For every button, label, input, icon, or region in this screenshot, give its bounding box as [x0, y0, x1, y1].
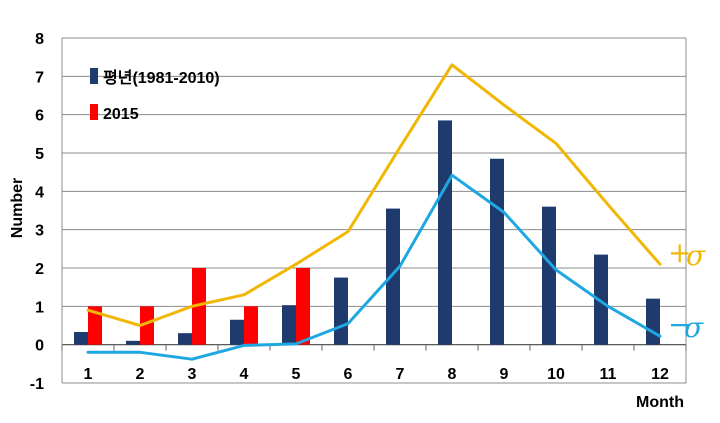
bar-normal	[334, 277, 348, 345]
minus-sign: −	[668, 308, 691, 341]
bar-normal	[646, 298, 660, 345]
bar-normal	[282, 305, 296, 345]
bar-normal	[542, 206, 556, 345]
bar-normal	[490, 158, 504, 345]
y-tick-label: 2	[35, 261, 44, 278]
legend-label-normal: 평년(1981-2010)	[103, 68, 220, 87]
x-tick-labels: 1 2 3 4 5 6 7 8 9 10 11 12	[84, 366, 669, 383]
y-tick-label: 0	[35, 338, 44, 355]
minus-sigma-annotation: − σ	[668, 308, 704, 344]
y-tick-labels: -1 0 1 2 3 4 5 6 7 8	[30, 31, 44, 393]
y-tick-label: 8	[35, 31, 44, 48]
plus-sigma-symbol: σ	[686, 239, 706, 272]
bar-2015	[192, 268, 206, 345]
x-tick-label: 9	[500, 366, 509, 383]
y-tick-label: 3	[35, 223, 44, 240]
x-axis-title: Month	[636, 394, 684, 411]
bar-normal	[438, 120, 452, 345]
bar-2015	[244, 306, 258, 345]
bar-normal	[178, 333, 192, 345]
y-axis-title: Number	[9, 178, 26, 238]
bar-2015	[88, 306, 102, 345]
y-tick-label: 5	[35, 146, 44, 163]
bar-normal	[386, 208, 400, 345]
bar-normal	[74, 332, 88, 345]
bars	[74, 120, 660, 345]
legend-swatch-2015	[90, 104, 98, 120]
y-tick-label: 1	[35, 299, 44, 316]
bar-2015	[296, 268, 310, 345]
lines	[86, 63, 662, 361]
x-tick-label: 5	[292, 366, 301, 383]
legend-label-2015: 2015	[103, 106, 139, 123]
x-tick-label: 2	[136, 366, 145, 383]
y-tick-label: -1	[30, 376, 44, 393]
x-tick-label: 6	[344, 366, 353, 383]
line-minus-sigma	[86, 173, 662, 361]
y-tick-label: 7	[35, 69, 44, 86]
x-tick-label: 1	[84, 366, 93, 383]
x-tick-label: 10	[547, 366, 565, 383]
bar-normal	[230, 319, 244, 345]
y-tick-label: 6	[35, 108, 44, 125]
plus-sign: +	[668, 236, 691, 269]
x-tick-label: 3	[188, 366, 197, 383]
line-plus-sigma	[86, 63, 662, 327]
plus-sigma-annotation: + σ	[668, 236, 706, 272]
bar-2015	[140, 306, 154, 345]
x-tick-label: 11	[600, 366, 617, 383]
x-tick-label: 7	[396, 366, 405, 383]
x-tick-label: 12	[651, 366, 669, 383]
gridlines	[61, 37, 687, 384]
minus-sigma-symbol: σ	[684, 311, 704, 344]
x-tick-label: 4	[240, 366, 249, 383]
legend: 평년(1981-2010) 2015	[90, 68, 220, 123]
legend-swatch-normal	[90, 68, 98, 84]
bar-normal	[126, 340, 140, 345]
x-tick-label: 8	[448, 366, 457, 383]
y-tick-label: 4	[35, 184, 44, 201]
